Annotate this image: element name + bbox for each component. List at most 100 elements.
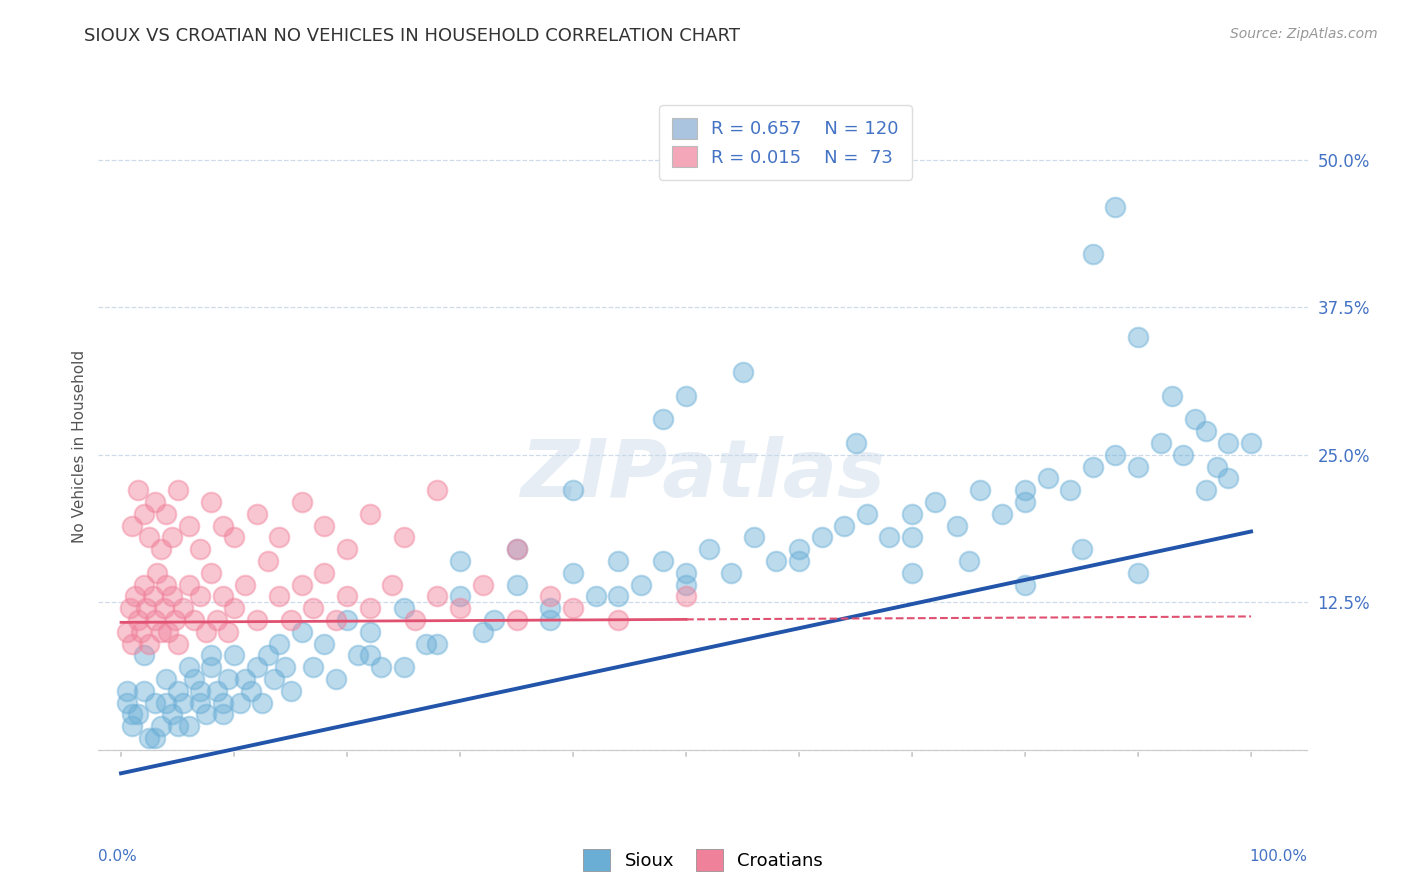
Point xyxy=(131,624,153,639)
Point xyxy=(1184,412,1206,426)
Point xyxy=(269,590,291,604)
Point xyxy=(138,731,160,745)
Point xyxy=(132,648,155,663)
Point xyxy=(1161,389,1184,403)
Point xyxy=(991,507,1014,521)
Point xyxy=(132,683,155,698)
Point xyxy=(233,577,256,591)
Point xyxy=(143,696,166,710)
Point xyxy=(415,636,437,650)
Point xyxy=(901,566,924,580)
Text: 100.0%: 100.0% xyxy=(1250,849,1308,864)
Point xyxy=(222,648,245,663)
Point xyxy=(1104,448,1126,462)
Text: SIOUX VS CROATIAN NO VEHICLES IN HOUSEHOLD CORRELATION CHART: SIOUX VS CROATIAN NO VEHICLES IN HOUSEHO… xyxy=(84,27,741,45)
Point xyxy=(562,601,585,615)
Point xyxy=(124,590,146,604)
Point xyxy=(336,590,359,604)
Point xyxy=(359,624,381,639)
Point xyxy=(392,530,415,544)
Point xyxy=(505,542,527,557)
Point xyxy=(1059,483,1081,498)
Point xyxy=(205,683,228,698)
Point xyxy=(901,507,924,521)
Point xyxy=(200,566,222,580)
Point xyxy=(127,483,149,498)
Point xyxy=(607,554,630,568)
Point xyxy=(160,530,183,544)
Text: Source: ZipAtlas.com: Source: ZipAtlas.com xyxy=(1230,27,1378,41)
Point xyxy=(194,624,217,639)
Point xyxy=(211,696,233,710)
Point xyxy=(314,566,336,580)
Point xyxy=(924,495,946,509)
Point xyxy=(211,590,233,604)
Point xyxy=(155,696,177,710)
Point xyxy=(652,554,675,568)
Point xyxy=(1014,577,1036,591)
Point xyxy=(325,613,347,627)
Point xyxy=(233,672,256,686)
Point xyxy=(222,601,245,615)
Point xyxy=(314,636,336,650)
Point xyxy=(1081,459,1104,474)
Point xyxy=(246,507,269,521)
Point xyxy=(1126,566,1149,580)
Point xyxy=(166,636,188,650)
Point xyxy=(471,624,494,639)
Point xyxy=(177,719,200,733)
Point xyxy=(200,495,222,509)
Point xyxy=(482,613,505,627)
Point xyxy=(127,613,149,627)
Point xyxy=(742,530,765,544)
Point xyxy=(336,542,359,557)
Point xyxy=(280,613,302,627)
Point xyxy=(132,577,155,591)
Point xyxy=(252,696,274,710)
Point xyxy=(856,507,879,521)
Point xyxy=(172,601,194,615)
Point xyxy=(810,530,832,544)
Point xyxy=(165,613,187,627)
Point xyxy=(121,707,143,722)
Point xyxy=(392,660,415,674)
Point xyxy=(142,590,165,604)
Y-axis label: No Vehicles in Household: No Vehicles in Household xyxy=(72,350,87,542)
Point xyxy=(115,683,138,698)
Point xyxy=(217,672,239,686)
Point xyxy=(359,507,381,521)
Point xyxy=(155,507,177,521)
Point xyxy=(127,707,149,722)
Point xyxy=(787,554,810,568)
Point xyxy=(1081,247,1104,261)
Point xyxy=(585,590,607,604)
Point xyxy=(121,518,143,533)
Point xyxy=(246,613,269,627)
Point xyxy=(146,566,169,580)
Point xyxy=(157,624,180,639)
Point xyxy=(160,590,183,604)
Point xyxy=(314,518,336,533)
Point xyxy=(138,636,160,650)
Point xyxy=(135,601,157,615)
Point xyxy=(240,683,263,698)
Point xyxy=(138,530,160,544)
Point xyxy=(263,672,285,686)
Point xyxy=(1070,542,1092,557)
Point xyxy=(538,601,561,615)
Point xyxy=(115,624,138,639)
Point xyxy=(359,648,381,663)
Point xyxy=(562,483,585,498)
Point xyxy=(720,566,742,580)
Point xyxy=(177,577,200,591)
Point xyxy=(200,660,222,674)
Point xyxy=(675,577,697,591)
Point xyxy=(845,436,868,450)
Point xyxy=(765,554,787,568)
Point xyxy=(280,683,302,698)
Point xyxy=(302,660,325,674)
Point xyxy=(188,696,211,710)
Point xyxy=(538,590,561,604)
Point xyxy=(160,707,183,722)
Point xyxy=(1218,471,1240,485)
